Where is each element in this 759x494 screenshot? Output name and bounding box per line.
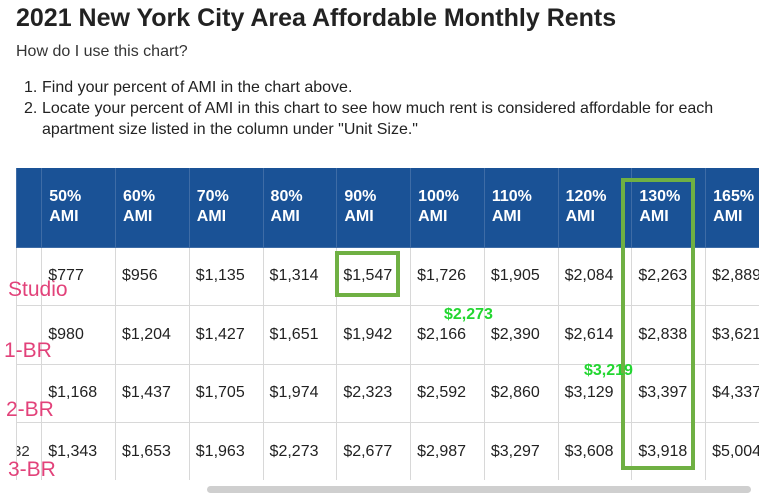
page-title: 2021 New York City Area Affordable Month…	[16, 4, 617, 32]
step-text: Find your percent of AMI in the chart ab…	[42, 79, 353, 96]
rent-table: 50% AMI 60% AMI 70% AMI 80% AMI 90% AMI 100% A…	[16, 168, 759, 480]
column-header: 120% AMI	[557, 168, 633, 248]
rent-cell: $1,653	[115, 422, 190, 480]
column-header: 110% AMI	[483, 168, 559, 248]
highlight-box-90-ami-studio	[335, 251, 400, 297]
column-header: 70% AMI	[188, 168, 264, 248]
rent-cell: $1,135	[188, 246, 264, 306]
rent-cell: $1,168	[41, 363, 117, 423]
rent-cell: $1,705	[188, 363, 264, 423]
step-number: 1.	[24, 79, 38, 96]
rent-cell: $1,427	[188, 305, 264, 365]
rent-cell: $1,905	[483, 246, 559, 306]
rent-cell: $1,974	[262, 363, 338, 423]
instruction-step: 2. Locate your percent of AMI in this ch…	[24, 98, 759, 140]
column-header: 90% AMI	[336, 168, 412, 248]
column-header: 50% AMI	[41, 168, 117, 248]
rent-cell: $956	[115, 246, 190, 306]
rent-cell: $2,273	[262, 422, 338, 480]
horizontal-scrollbar[interactable]	[207, 486, 751, 493]
step-text: Locate your percent of AMI in this chart…	[42, 100, 714, 138]
column-header: 100% AMI	[410, 168, 485, 248]
rent-cell: $1,726	[410, 246, 485, 306]
rent-cell: $1,651	[262, 305, 338, 365]
column-header: 165% AMI	[705, 168, 759, 248]
rent-cell: $3,129	[557, 363, 633, 423]
column-header: 80% AMI	[262, 168, 338, 248]
rent-cell: $3,297	[483, 422, 559, 480]
rent-cell: $1,343	[41, 422, 117, 480]
instruction-step: 1. Find your percent of AMI in the chart…	[24, 77, 759, 98]
rent-cell: $2,889	[705, 246, 759, 306]
table-row: $1,168 $1,437 $1,705 $1,974 $2,323 $2,59…	[16, 363, 759, 423]
table-row: 32 $1,343 $1,653 $1,963 $2,273 $2,677 $2…	[16, 422, 759, 480]
highlight-box-130-ami-column	[621, 178, 695, 470]
rent-table-scroll-container[interactable]: 50% AMI 60% AMI 70% AMI 80% AMI 90% AMI 100% A…	[16, 168, 759, 480]
row-label-3br: 3-BR	[8, 458, 56, 481]
annotation-value: $2,273	[444, 306, 493, 323]
row-label-studio: Studio	[8, 278, 68, 301]
rent-cell: $2,084	[557, 246, 633, 306]
unit-size-cell: 32	[16, 422, 43, 480]
rent-cell: $1,437	[115, 363, 190, 423]
rent-cell: $2,677	[336, 422, 412, 480]
rent-cell: $5,004	[705, 422, 759, 480]
step-number: 2.	[24, 100, 38, 117]
unit-size-cell	[16, 305, 43, 365]
rent-cell: $3,621	[705, 305, 759, 365]
rent-cell: $2,390	[483, 305, 559, 365]
rent-cell: $1,204	[115, 305, 190, 365]
rent-cell: $1,963	[188, 422, 264, 480]
unit-size-cell	[16, 363, 43, 423]
rent-cell: $777	[41, 246, 117, 306]
rent-cell: $2,592	[410, 363, 485, 423]
rent-cell: $980	[41, 305, 117, 365]
how-to-question: How do I use this chart?	[16, 43, 188, 60]
rent-cell: $3,608	[557, 422, 633, 480]
rent-cell: $1,314	[262, 246, 338, 306]
rent-cell: $2,323	[336, 363, 412, 423]
rent-cell: $1,942	[336, 305, 412, 365]
row-label-1br: 1-BR	[4, 339, 52, 362]
rent-cell: $2,860	[483, 363, 559, 423]
row-label-2br: 2-BR	[6, 398, 54, 421]
column-header-unit-size	[16, 168, 43, 248]
rent-cell: $2,987	[410, 422, 485, 480]
rent-cell: $4,337	[705, 363, 759, 423]
column-header: 60% AMI	[115, 168, 190, 248]
annotation-value: $3,219	[584, 362, 633, 379]
rent-cell: $2,614	[557, 305, 633, 365]
rent-cell: $2,166	[410, 305, 485, 365]
instructions-list: 1. Find your percent of AMI in the chart…	[24, 77, 759, 140]
table-row: $980 $1,204 $1,427 $1,651 $1,942 $2,166 …	[16, 305, 759, 365]
